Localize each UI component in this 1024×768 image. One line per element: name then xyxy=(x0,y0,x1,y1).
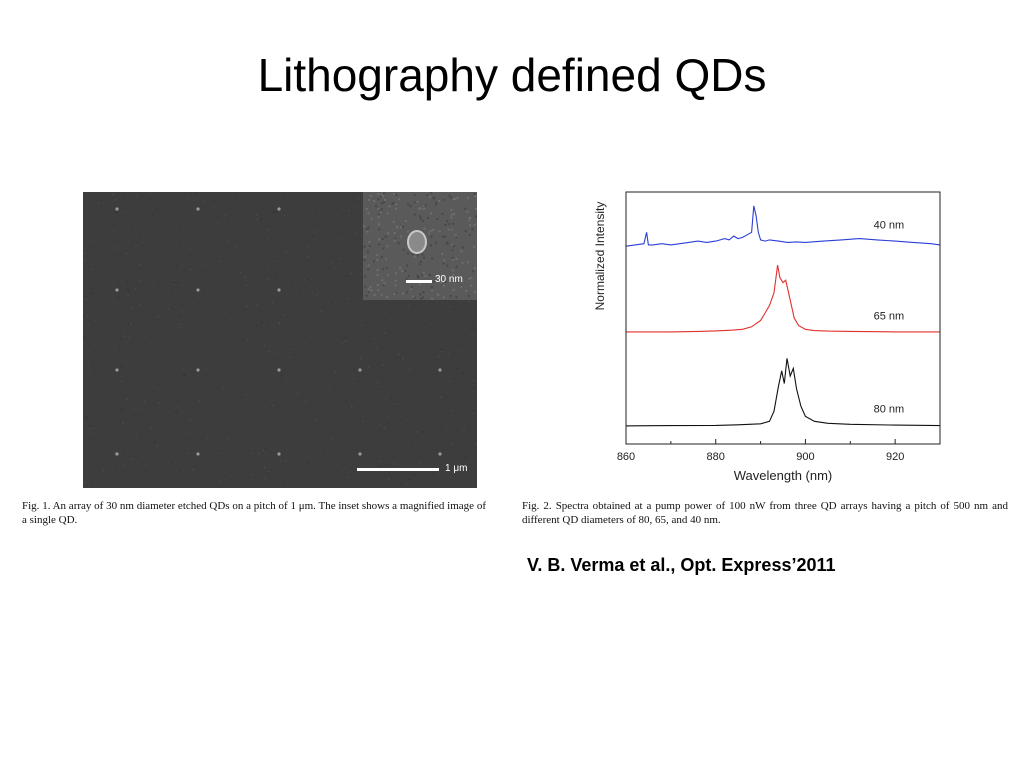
qd-dot xyxy=(358,452,362,456)
spectra-chart-svg: 40 nm 65 nm 80 nm 860 880 900 920 Wavelength (n… xyxy=(593,191,941,483)
inset-scale-bar xyxy=(406,280,432,283)
qd-dot xyxy=(196,288,200,292)
figure2-caption: Fig. 2. Spectra obtained at a pump power… xyxy=(522,500,1008,526)
series-label-0: 40 nm xyxy=(874,220,905,232)
qd-dot xyxy=(438,368,442,372)
qd-dot xyxy=(196,452,200,456)
series-line-0 xyxy=(625,205,941,247)
series-label-1: 65 nm xyxy=(874,310,905,322)
qd-dot xyxy=(115,207,119,211)
y-axis-label: Normalized Intensity xyxy=(593,202,607,311)
qd-dot xyxy=(115,368,119,372)
citation: V. B. Verma et al., Opt. Express’2011 xyxy=(527,555,836,575)
sem-inset xyxy=(363,192,477,300)
series-line-1 xyxy=(626,265,940,333)
x-tick-label: 860 xyxy=(617,451,635,463)
sem-image: 30 nm 1 μm xyxy=(83,192,477,488)
qd-dot xyxy=(277,288,281,292)
x-tick-label: 880 xyxy=(707,451,725,463)
qd-dot xyxy=(115,452,119,456)
figure1-caption: Fig. 1. An array of 30 nm diameter etche… xyxy=(22,500,486,526)
x-axis-label: Wavelength (nm) xyxy=(734,468,833,483)
qd-dot xyxy=(358,368,362,372)
series-label-2: 80 nm xyxy=(874,404,905,416)
series-line-2 xyxy=(625,358,941,427)
qd-dot xyxy=(277,368,281,372)
qd-dot xyxy=(196,368,200,372)
inset-scale-label: 30 nm xyxy=(435,274,463,285)
x-tick-label: 900 xyxy=(796,451,814,463)
qd-dot xyxy=(438,452,442,456)
qd-dot xyxy=(277,452,281,456)
sem-image-graphic xyxy=(83,192,477,488)
plot-frame xyxy=(625,191,941,445)
qd-dot xyxy=(115,288,119,292)
scale-bar-label: 1 μm xyxy=(445,463,468,474)
x-tick-label: 920 xyxy=(886,451,904,463)
main-scale-bar xyxy=(357,468,439,471)
spectra-chart: 40 nm 65 nm 80 nm 860 880 900 920 Wavelength (n… xyxy=(588,186,948,486)
qd-dot xyxy=(196,207,200,211)
single-qd xyxy=(407,230,427,254)
slide-title: Lithography defined QDs xyxy=(257,49,767,101)
qd-dot xyxy=(277,207,281,211)
